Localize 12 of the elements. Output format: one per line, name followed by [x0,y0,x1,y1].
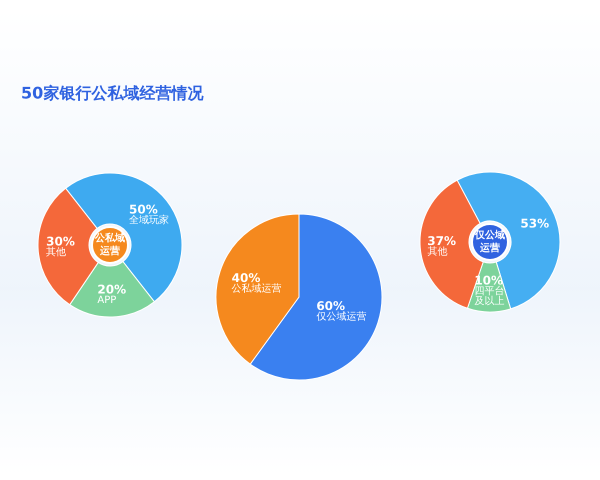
slice-label: 四平台及以上 [474,284,504,307]
data-label: 53% [520,216,550,230]
slice-label: 全域玩家 [129,214,170,226]
text: 仅公域运营 [474,229,506,255]
slice-label: 仅公域运营 [316,310,366,322]
text: 公私域运营 [94,232,126,258]
slice-label: 其他 [427,245,448,258]
chart-title: 50家银行公私域经营情况 [21,84,204,102]
slice-label: 公私域运营 [232,282,282,295]
data-label: 20% [97,282,126,296]
slice-label: APP [97,294,116,306]
slice-label: 其他 [46,246,66,258]
